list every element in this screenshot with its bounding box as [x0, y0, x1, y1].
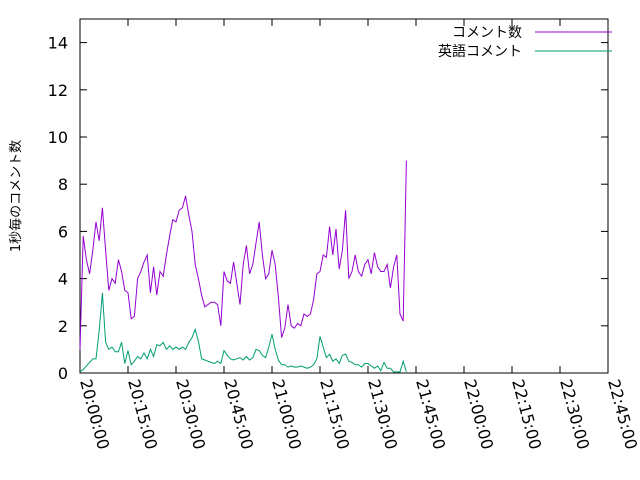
plot-frame [79, 18, 609, 374]
x-tick-label: 21:30:00 [364, 377, 401, 451]
x-tick-label: 22:15:00 [508, 377, 545, 451]
x-tick-label: 22:00:00 [460, 377, 497, 451]
y-tick-label: 0 [58, 364, 68, 383]
x-tick-label: 21:15:00 [316, 377, 353, 451]
x-tick-label: 21:00:00 [268, 377, 305, 451]
x-tick-label: 21:45:00 [412, 377, 449, 451]
x-tick-label: 20:15:00 [124, 377, 161, 451]
x-tick-label: 22:45:00 [604, 377, 640, 451]
series-line-1 [79, 160, 407, 350]
series-line-2 [79, 292, 407, 373]
series-lines [79, 160, 407, 373]
y-tick-label: 8 [58, 175, 68, 194]
legend-label: 英語コメント [438, 43, 522, 60]
x-tick-label: 20:00:00 [76, 377, 113, 451]
x-tick-label: 20:45:00 [220, 377, 257, 451]
x-tick-label: 20:30:00 [172, 377, 209, 451]
y-tick-label: 4 [58, 270, 68, 289]
y-axis-label: 1秒毎のコメント数 [8, 140, 24, 252]
legend-label: コメント数 [452, 25, 522, 41]
y-tick-label: 2 [58, 317, 68, 336]
y-tick-label: 12 [48, 81, 68, 100]
y-tick-label: 6 [58, 222, 68, 241]
y-tick-label: 10 [48, 128, 68, 147]
x-tick-label: 22:30:00 [556, 377, 593, 451]
y-tick-label: 14 [48, 34, 68, 53]
